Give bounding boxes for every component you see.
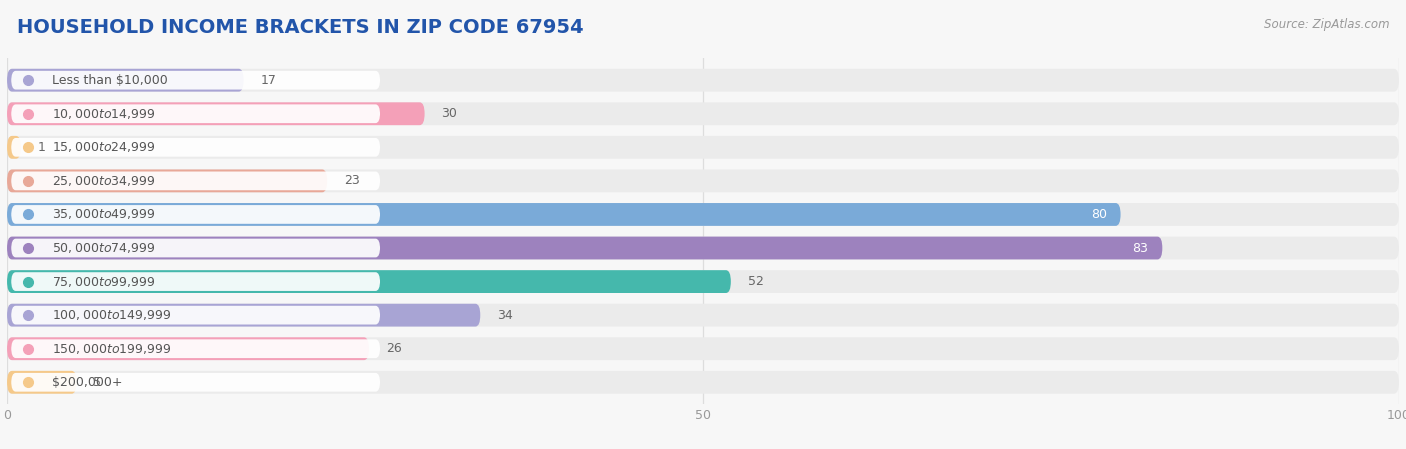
Text: 1: 1 xyxy=(38,141,45,154)
FancyBboxPatch shape xyxy=(7,237,1163,260)
Text: 17: 17 xyxy=(260,74,276,87)
Text: HOUSEHOLD INCOME BRACKETS IN ZIP CODE 67954: HOUSEHOLD INCOME BRACKETS IN ZIP CODE 67… xyxy=(17,18,583,37)
Text: 30: 30 xyxy=(441,107,457,120)
Text: $75,000 to $99,999: $75,000 to $99,999 xyxy=(52,275,155,289)
FancyBboxPatch shape xyxy=(7,136,1399,159)
FancyBboxPatch shape xyxy=(7,371,1399,394)
FancyBboxPatch shape xyxy=(11,339,380,358)
Text: Source: ZipAtlas.com: Source: ZipAtlas.com xyxy=(1264,18,1389,31)
FancyBboxPatch shape xyxy=(7,237,1399,260)
FancyBboxPatch shape xyxy=(7,169,1399,192)
Text: Less than $10,000: Less than $10,000 xyxy=(52,74,167,87)
Text: $200,000+: $200,000+ xyxy=(52,376,122,389)
Text: $25,000 to $34,999: $25,000 to $34,999 xyxy=(52,174,155,188)
FancyBboxPatch shape xyxy=(11,205,380,224)
Text: 52: 52 xyxy=(748,275,763,288)
Text: $50,000 to $74,999: $50,000 to $74,999 xyxy=(52,241,155,255)
FancyBboxPatch shape xyxy=(11,272,380,291)
FancyBboxPatch shape xyxy=(7,337,368,360)
FancyBboxPatch shape xyxy=(7,136,21,159)
FancyBboxPatch shape xyxy=(11,172,380,190)
FancyBboxPatch shape xyxy=(7,337,1399,360)
Text: $150,000 to $199,999: $150,000 to $199,999 xyxy=(52,342,172,356)
Text: 80: 80 xyxy=(1091,208,1107,221)
FancyBboxPatch shape xyxy=(7,203,1399,226)
Text: 26: 26 xyxy=(385,342,401,355)
FancyBboxPatch shape xyxy=(7,304,481,326)
Text: 34: 34 xyxy=(496,308,513,321)
Text: 5: 5 xyxy=(93,376,101,389)
FancyBboxPatch shape xyxy=(11,105,380,123)
FancyBboxPatch shape xyxy=(7,371,77,394)
Text: $100,000 to $149,999: $100,000 to $149,999 xyxy=(52,308,172,322)
FancyBboxPatch shape xyxy=(7,203,1121,226)
FancyBboxPatch shape xyxy=(7,169,328,192)
FancyBboxPatch shape xyxy=(11,373,380,392)
FancyBboxPatch shape xyxy=(7,304,1399,326)
FancyBboxPatch shape xyxy=(11,306,380,325)
Text: $15,000 to $24,999: $15,000 to $24,999 xyxy=(52,141,155,154)
Text: $10,000 to $14,999: $10,000 to $14,999 xyxy=(52,107,155,121)
FancyBboxPatch shape xyxy=(7,102,425,125)
FancyBboxPatch shape xyxy=(7,102,1399,125)
FancyBboxPatch shape xyxy=(7,270,731,293)
Text: 83: 83 xyxy=(1133,242,1149,255)
FancyBboxPatch shape xyxy=(7,69,243,92)
FancyBboxPatch shape xyxy=(11,71,380,89)
FancyBboxPatch shape xyxy=(11,138,380,157)
FancyBboxPatch shape xyxy=(7,69,1399,92)
FancyBboxPatch shape xyxy=(11,239,380,257)
Text: 23: 23 xyxy=(344,174,360,187)
Text: $35,000 to $49,999: $35,000 to $49,999 xyxy=(52,207,155,221)
FancyBboxPatch shape xyxy=(7,270,1399,293)
